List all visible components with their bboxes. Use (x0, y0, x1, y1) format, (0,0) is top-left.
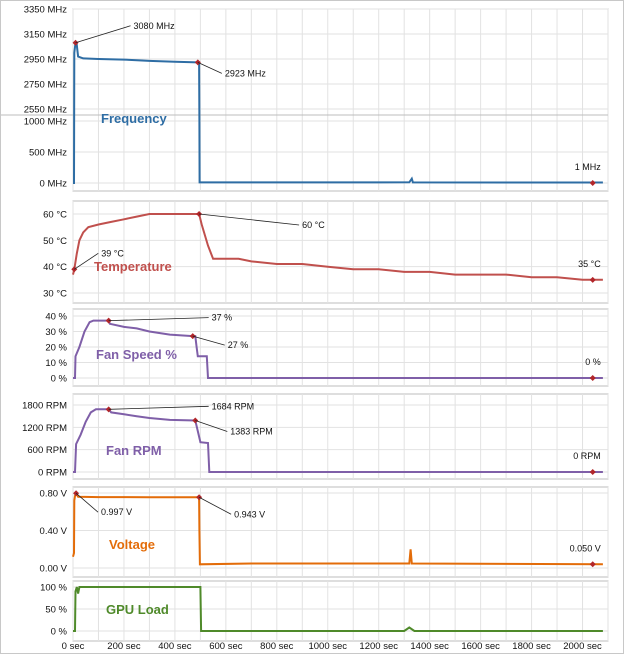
series-line-fan-rpm (73, 408, 603, 473)
callout-leader (195, 420, 228, 432)
y-tick-label: 2550 MHz (24, 105, 68, 116)
y-tick-label: 50 °C (43, 236, 67, 247)
panel-border-3 (72, 393, 609, 480)
callout-label: 1 MHz (575, 162, 602, 172)
callout-label: 3080 MHz (134, 21, 176, 31)
callout-label: 0 % (585, 357, 601, 367)
y-tick-label: 1200 RPM (22, 423, 67, 434)
callout-label: 1383 RPM (230, 427, 273, 437)
y-tick-label: 0 RPM (38, 468, 67, 479)
callout-label: 27 % (228, 340, 249, 350)
x-tick-label: 0 sec (62, 641, 85, 652)
x-tick-label: 1800 sec (512, 641, 551, 652)
x-tick-label: 2000 sec (563, 641, 602, 652)
series-line-temperature (72, 213, 603, 281)
panel-border-1 (72, 200, 609, 304)
callout-leader (74, 252, 99, 270)
panel-title-fan-rpm: Fan RPM (106, 443, 162, 458)
callout-label: 0.997 V (101, 507, 132, 517)
panel-border-0 (72, 8, 609, 192)
y-tick-label: 0.80 V (40, 489, 68, 500)
callout-leader (192, 335, 225, 346)
y-tick-label: 10 % (45, 358, 67, 369)
callout-leader (199, 213, 300, 226)
series-line-gpu-load (73, 586, 603, 632)
y-tick-label: 0 MHz (40, 179, 68, 190)
y-tick-label: 2750 MHz (24, 80, 68, 91)
callout-marker (589, 469, 596, 475)
callout-label: 35 °C (578, 259, 601, 269)
panel-title-temperature: Temperature (94, 259, 172, 274)
y-tick-label: 100 % (40, 583, 67, 594)
x-tick-label: 1600 sec (461, 641, 500, 652)
panel-title-voltage: Voltage (109, 537, 155, 552)
y-tick-label: 600 RPM (27, 445, 67, 456)
y-tick-label: 0 % (51, 374, 68, 385)
callout-marker (589, 561, 596, 568)
y-tick-label: 500 MHz (29, 148, 67, 159)
y-tick-label: 3150 MHz (24, 30, 68, 41)
callout-leader (108, 317, 209, 322)
y-tick-label: 30 % (45, 327, 67, 338)
x-tick-label: 1000 sec (308, 641, 347, 652)
y-tick-label: 0.00 V (40, 564, 68, 575)
x-tick-label: 1200 sec (359, 641, 398, 652)
x-tick-label: 200 sec (107, 641, 141, 652)
callout-marker (589, 179, 596, 186)
callout-label: 37 % (212, 313, 233, 323)
callout-leader (197, 62, 222, 74)
callout-label: 0.943 V (234, 509, 265, 519)
y-tick-label: 0 % (51, 627, 68, 638)
callout-label: 60 °C (302, 220, 325, 230)
panel-title-fan-speed-: Fan Speed % (96, 347, 177, 362)
series-line-fan-speed- (73, 319, 603, 379)
callout-leader (108, 405, 209, 410)
callout-label: 0.050 V (570, 543, 601, 553)
callout-marker (589, 276, 596, 283)
x-tick-label: 1400 sec (410, 641, 449, 652)
y-tick-label: 1000 MHz (24, 117, 68, 128)
callout-leader (75, 25, 131, 44)
callout-marker (589, 375, 596, 381)
y-tick-label: 60 °C (43, 210, 67, 221)
y-tick-label: 40 °C (43, 262, 67, 273)
y-tick-label: 2950 MHz (24, 55, 68, 66)
panel-border-4 (72, 486, 609, 578)
y-tick-label: 30 °C (43, 289, 67, 300)
y-tick-label: 40 % (45, 312, 67, 323)
y-tick-label: 0.40 V (40, 526, 68, 537)
x-tick-label: 600 sec (209, 641, 243, 652)
x-tick-label: 800 sec (260, 641, 294, 652)
callout-leader (198, 496, 232, 515)
y-tick-label: 20 % (45, 343, 67, 354)
x-tick-label: 400 sec (158, 641, 192, 652)
callout-label: 2923 MHz (225, 68, 267, 78)
y-tick-label: 1800 RPM (22, 401, 67, 412)
callout-label: 1684 RPM (212, 401, 255, 411)
callout-leader (75, 492, 99, 513)
callout-label: 0 RPM (573, 451, 601, 461)
panel-title-gpu-load: GPU Load (106, 602, 169, 617)
callout-label: 39 °C (101, 248, 124, 258)
y-tick-label: 3350 MHz (24, 5, 68, 16)
y-tick-label: 50 % (45, 605, 67, 616)
panel-title-frequency: Frequency (101, 111, 168, 126)
